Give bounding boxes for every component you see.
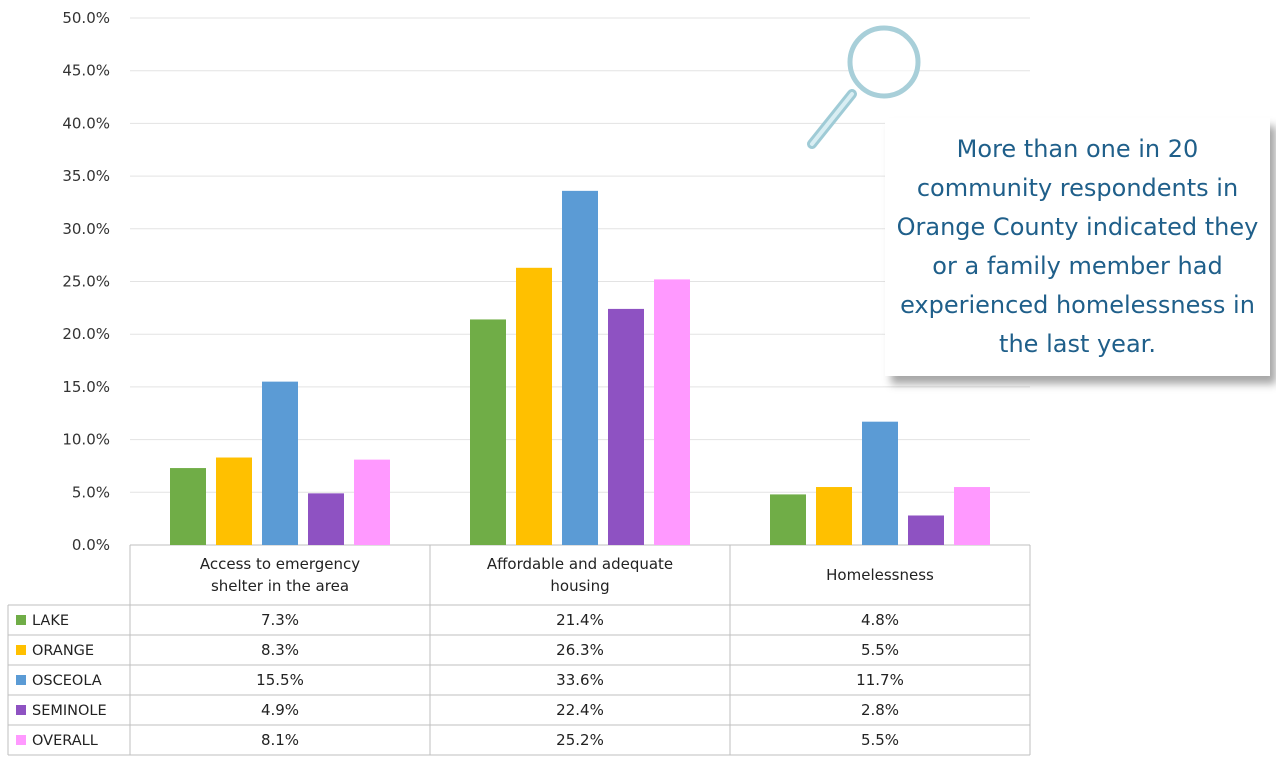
series-label: SEMINOLE	[32, 703, 107, 719]
bar-seminole	[608, 308, 644, 545]
series-label: OVERALL	[32, 733, 98, 749]
bar-lake	[470, 319, 506, 545]
category-label: Access to emergency	[200, 555, 360, 573]
data-label: 2.8%	[861, 701, 899, 719]
callout-box: More than one in 20 community respondent…	[885, 118, 1270, 376]
data-label: 26.3%	[556, 641, 604, 659]
category-label: Homelessness	[826, 566, 934, 584]
y-tick-label: 30.0%	[62, 220, 110, 238]
bar-orange	[516, 267, 552, 545]
y-tick-label: 20.0%	[62, 325, 110, 343]
data-label: 4.8%	[861, 611, 899, 629]
data-label: 8.3%	[261, 641, 299, 659]
bar-overall	[654, 279, 690, 545]
y-axis-ticks: 0.0% 5.0% 10.0% 15.0% 20.0% 25.0% 30.0% 35.0% 40…	[62, 9, 110, 554]
y-tick-label: 45.0%	[62, 62, 110, 80]
legend-key-lake	[16, 615, 26, 625]
series-label: ORANGE	[32, 643, 94, 659]
bar-lake	[170, 468, 206, 545]
bar-osceola	[862, 421, 898, 545]
y-tick-label: 35.0%	[62, 167, 110, 185]
series-label: OSCEOLA	[32, 673, 102, 689]
data-label: 21.4%	[556, 611, 604, 629]
bar-seminole	[908, 515, 944, 545]
bar-overall	[354, 459, 390, 545]
magnifying-glass-icon	[807, 25, 921, 149]
legend-key-orange	[16, 645, 26, 655]
y-tick-label: 25.0%	[62, 273, 110, 291]
category-label: Affordable and adequate	[487, 555, 673, 573]
data-label: 7.3%	[261, 611, 299, 629]
data-label: 15.5%	[256, 671, 304, 689]
data-label: 4.9%	[261, 701, 299, 719]
category-label: housing	[550, 577, 609, 595]
data-label: 5.5%	[861, 641, 899, 659]
bar-orange	[216, 457, 252, 545]
data-label: 5.5%	[861, 731, 899, 749]
legend-key-overall	[16, 735, 26, 745]
bar-osceola	[262, 381, 298, 545]
y-tick-label: 5.0%	[72, 483, 110, 501]
legend-key-seminole	[16, 705, 26, 715]
y-tick-label: 10.0%	[62, 431, 110, 449]
callout-text: More than one in 20 community respondent…	[896, 135, 1259, 358]
y-tick-label: 15.0%	[62, 378, 110, 396]
data-label: 25.2%	[556, 731, 604, 749]
data-table: Access to emergency shelter in the area Af…	[7, 545, 1031, 756]
bar-lake	[770, 494, 806, 545]
data-label: 22.4%	[556, 701, 604, 719]
bar-osceola	[562, 190, 598, 545]
bars	[170, 190, 990, 545]
data-label: 8.1%	[261, 731, 299, 749]
bar-overall	[954, 487, 990, 545]
series-label: LAKE	[32, 613, 69, 629]
category-label: shelter in the area	[211, 577, 349, 595]
data-label: 33.6%	[556, 671, 604, 689]
y-tick-label: 0.0%	[72, 536, 110, 554]
legend-key-osceola	[16, 675, 26, 685]
y-tick-label: 50.0%	[62, 9, 110, 27]
bar-seminole	[308, 493, 344, 545]
data-label: 11.7%	[856, 671, 904, 689]
y-tick-label: 40.0%	[62, 114, 110, 132]
bar-orange	[816, 487, 852, 545]
